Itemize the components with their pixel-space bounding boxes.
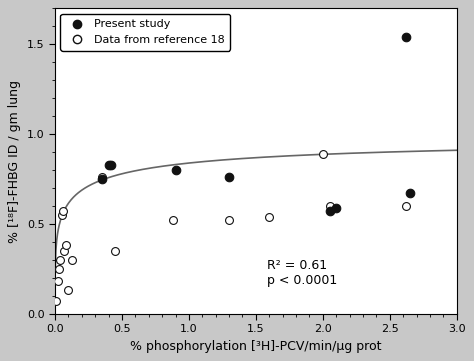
- Point: [402, 203, 410, 209]
- Text: R² = 0.61
p < 0.0001: R² = 0.61 p < 0.0001: [266, 259, 337, 287]
- Point: [54, 278, 62, 284]
- Point: [169, 217, 177, 223]
- Y-axis label: % [¹⁸F]-FHBG ID / gm lung: % [¹⁸F]-FHBG ID / gm lung: [9, 79, 21, 243]
- Point: [64, 287, 72, 293]
- X-axis label: % phosphorylation [³H]-PCV/min/μg prot: % phosphorylation [³H]-PCV/min/μg prot: [130, 340, 382, 353]
- Point: [98, 176, 106, 182]
- Point: [58, 212, 65, 218]
- Point: [402, 34, 410, 40]
- Point: [172, 167, 179, 173]
- Point: [53, 298, 60, 304]
- Point: [332, 205, 340, 210]
- Point: [61, 248, 68, 254]
- Point: [225, 174, 233, 180]
- Point: [105, 162, 112, 168]
- Point: [55, 266, 63, 272]
- Point: [319, 151, 327, 157]
- Legend: Present study, Data from reference 18: Present study, Data from reference 18: [61, 14, 230, 51]
- Point: [108, 162, 115, 168]
- Point: [225, 217, 233, 223]
- Point: [406, 191, 414, 196]
- Point: [111, 248, 119, 254]
- Point: [56, 257, 64, 263]
- Point: [62, 243, 69, 248]
- Point: [69, 257, 76, 263]
- Point: [59, 208, 67, 214]
- Point: [326, 203, 333, 209]
- Point: [98, 174, 106, 180]
- Point: [265, 214, 273, 219]
- Point: [326, 208, 333, 214]
